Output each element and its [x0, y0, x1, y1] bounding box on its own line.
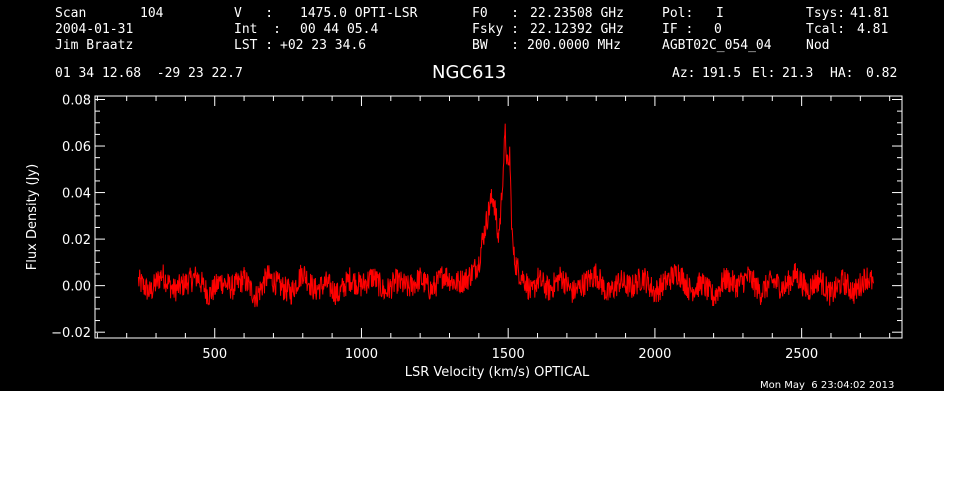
x-tick-label: 2000	[638, 347, 671, 362]
y-axis-title: Flux Density (Jy)	[25, 164, 40, 270]
observation-date: 2004-01-31	[55, 22, 134, 37]
hour-angle-value: 0.82	[866, 66, 898, 81]
spectrum-line	[137, 123, 874, 308]
f0-value: 22.23508 GHz	[530, 6, 624, 21]
velocity-label: V :	[234, 6, 274, 21]
x-axis-title: LSR Velocity (km/s) OPTICAL	[405, 365, 590, 380]
y-tick-label: 0.02	[62, 233, 91, 248]
y-tick-label: −0.02	[51, 326, 91, 341]
tcal-value: 4.81	[857, 22, 889, 37]
scan-label: Scan	[55, 6, 87, 21]
y-tick-label: 0.08	[62, 93, 91, 108]
observing-mode: Nod	[806, 38, 830, 53]
scan-value: 104	[140, 6, 164, 21]
observer-name: Jim Braatz	[55, 38, 134, 53]
source-coordinates: 01 34 12.68 -29 23 22.7	[55, 66, 243, 81]
plot-panel: Scan 104 2004-01-31 Jim Braatz V : 1475.…	[0, 0, 944, 391]
spectrum-plot: 500 1000 1500 2000 2500 −0.02 0.00 0.02 0.04 0.06…	[25, 93, 903, 380]
tsys-label: Tsys:	[806, 6, 846, 21]
axes-group: 500 1000 1500 2000 2500 −0.02 0.00 0.02 0.04 0.06…	[51, 93, 902, 362]
chart-title: NGC613	[432, 62, 507, 83]
pol-value: I	[716, 6, 724, 21]
hour-angle-label: HA:	[830, 66, 854, 81]
x-tick-label: 1000	[345, 347, 378, 362]
x-tick-label: 500	[202, 347, 227, 362]
tsys-value: 41.81	[850, 6, 890, 21]
plot-timestamp: Mon May 6 23:04:02 2013	[760, 380, 895, 391]
fsky-value: 22.12392 GHz	[530, 22, 624, 37]
elevation-value: 21.3	[782, 66, 814, 81]
bandwidth-label: BW :	[472, 38, 519, 53]
integration-label: Int :	[234, 22, 281, 37]
bandwidth-value: 200.0000 MHz	[527, 38, 621, 53]
azimuth-value: 191.5	[702, 66, 742, 81]
azimuth-label: Az:	[672, 66, 696, 81]
lst-value: +02 23 34.6	[280, 38, 367, 53]
fsky-label: Fsky :	[472, 22, 519, 37]
velocity-value: 1475.0 OPTI-LSR	[300, 6, 418, 21]
x-tick-label: 2500	[785, 347, 818, 362]
x-tick-label: 1500	[492, 347, 525, 362]
lst-label: LST :	[234, 38, 274, 53]
f0-label: F0 :	[472, 6, 519, 21]
project-id: AGBT02C_054_04	[662, 38, 772, 53]
if-value: 0	[714, 22, 722, 37]
elevation-label: El:	[752, 66, 776, 81]
if-label: IF :	[662, 22, 694, 37]
plot-frame	[94, 95, 903, 339]
integration-value: 00 44 05.4	[300, 22, 379, 37]
pol-label: Pol:	[662, 6, 694, 21]
y-tick-label: 0.06	[62, 140, 91, 155]
tcal-label: Tcal:	[806, 22, 846, 37]
y-tick-label: 0.00	[62, 280, 91, 295]
y-tick-label: 0.04	[62, 187, 91, 202]
